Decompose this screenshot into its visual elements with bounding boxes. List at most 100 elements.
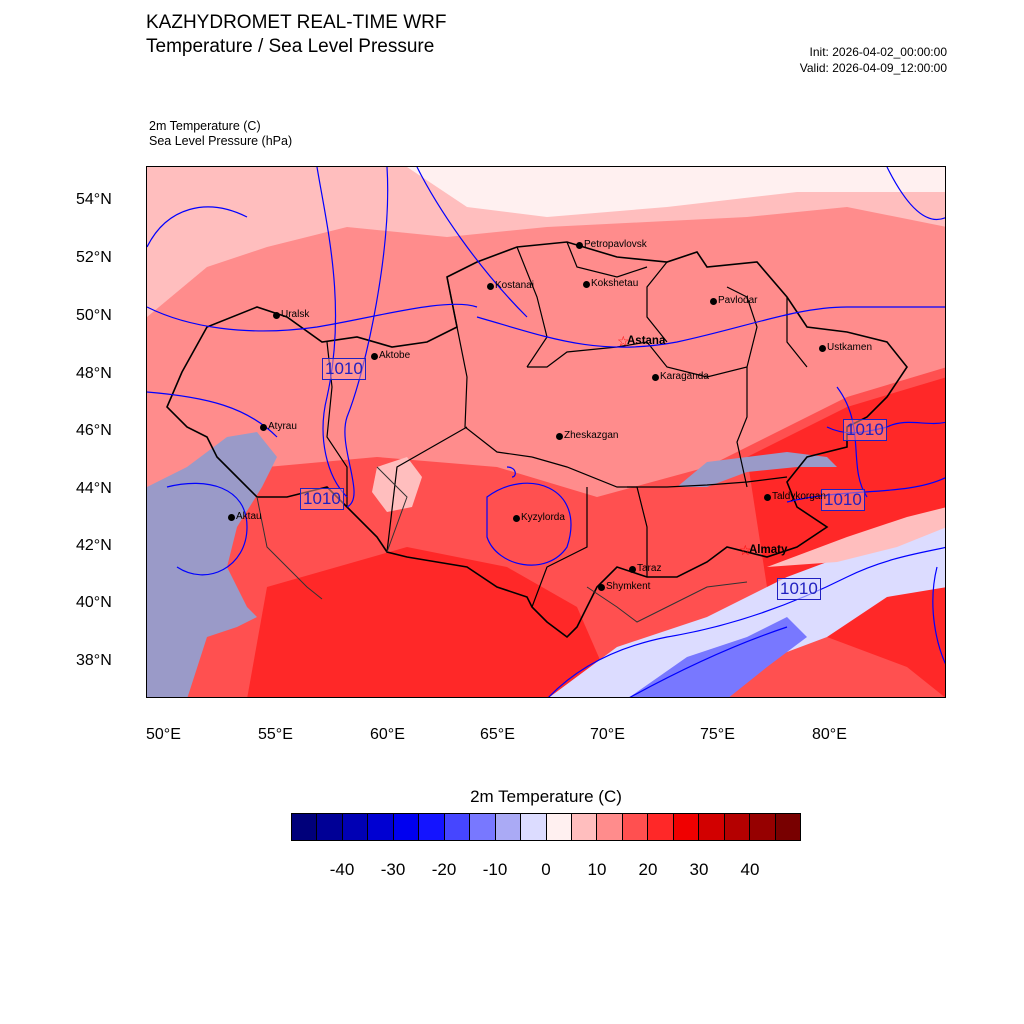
lat-tick-label: 48°N — [76, 365, 112, 382]
temp-coldest-north — [407, 167, 945, 217]
city-dot-marker — [369, 350, 379, 362]
temp-mountain-colder — [629, 617, 807, 697]
colorbar-tick-label: -10 — [482, 860, 508, 879]
colorbar-tick-label: 20 — [638, 860, 658, 879]
lat-tick-label: 40°N — [76, 594, 112, 611]
caspian-sea — [147, 432, 277, 697]
lat-tick-label: 52°N — [76, 249, 112, 266]
lat-tick-label: 44°N — [76, 480, 112, 497]
temp-tianshan — [767, 507, 945, 567]
isobar-label: 1010 — [300, 488, 344, 510]
city-label: Taraz — [637, 563, 662, 574]
lon-tick-label: 75°E — [700, 726, 735, 743]
init-time: Init: 2026-04-02_00:00:00 — [809, 45, 947, 59]
city-label: Petropavlovsk — [584, 239, 647, 250]
city-dot-marker — [581, 278, 591, 290]
colorbar-swatch — [571, 814, 598, 840]
valid-time: Valid: 2026-04-09_12:00:00 — [799, 61, 947, 75]
colorbar-swatch — [699, 814, 725, 840]
colorbar-swatch — [317, 814, 343, 840]
map-panel[interactable] — [146, 166, 946, 698]
city-label: Uralsk — [281, 309, 310, 320]
map-title: KAZHYDROMET REAL-TIME WRF — [146, 12, 447, 33]
neighbor-borders — [256, 466, 748, 623]
city-dot-marker — [627, 563, 637, 575]
colorbar-tick-label: -40 — [329, 860, 355, 879]
colorbar-tick-label: -20 — [431, 860, 457, 879]
map-subtitle: Temperature / Sea Level Pressure — [146, 36, 435, 57]
lon-tick-label: 80°E — [812, 726, 847, 743]
city-dot-marker — [554, 430, 564, 442]
colorbar-tick-label: 0 — [541, 860, 551, 879]
colorbar-swatch — [393, 814, 420, 840]
city-star-marker: ☆ — [739, 542, 752, 558]
city-dot-marker — [258, 421, 268, 433]
colorbar-tick-label: 10 — [587, 860, 607, 879]
city-label: Atyrau — [268, 421, 297, 432]
city-dot-marker — [271, 309, 281, 321]
city-label: Ustkamen — [827, 342, 873, 353]
city-label: Kokshetau — [591, 278, 639, 289]
lat-tick-label: 42°N — [76, 537, 112, 554]
isobar-label: 1010 — [843, 419, 887, 441]
colorbar-swatch — [724, 814, 751, 840]
regional-boundaries — [326, 241, 808, 608]
colorbar-swatch — [470, 814, 496, 840]
city-label: Pavlodar — [718, 295, 758, 306]
city-star-marker: ☆ — [617, 333, 630, 349]
city-dot-marker — [511, 512, 521, 524]
colorbar-tick-label: 30 — [689, 860, 709, 879]
colorbar-swatch — [292, 814, 318, 840]
lake-balkhash — [677, 452, 837, 487]
city-dot-marker — [574, 239, 584, 251]
city-dot-marker — [650, 371, 660, 383]
colorbar-tick-label: 40 — [740, 860, 760, 879]
lon-tick-label: 65°E — [480, 726, 515, 743]
colorbar-swatch — [546, 814, 572, 840]
temp-hot-desert — [247, 547, 617, 697]
city-dot-marker — [226, 511, 236, 523]
colorbar-swatch — [419, 814, 445, 840]
map-canvas — [147, 167, 945, 697]
temp-mountain-cold — [549, 517, 945, 697]
colorbar-swatch — [342, 814, 369, 840]
colorbar-swatch — [775, 814, 801, 840]
colorbar-swatch — [673, 814, 700, 840]
colorbar-swatch — [444, 814, 471, 840]
city-dot-marker — [817, 342, 827, 354]
city-label: Aktobe — [379, 350, 411, 361]
lat-tick-label: 54°N — [76, 191, 112, 208]
colorbar-swatch — [648, 814, 674, 840]
city-label: Shymkent — [606, 581, 651, 592]
city-dot-marker — [596, 581, 606, 593]
aral-sea — [372, 457, 422, 512]
lat-tick-label: 50°N — [76, 307, 112, 324]
colorbar-swatch — [495, 814, 522, 840]
city-label: Kostanai — [495, 280, 534, 291]
city-dot-marker — [708, 295, 718, 307]
lon-tick-label: 55°E — [258, 726, 293, 743]
temperature-colorbar — [291, 813, 801, 841]
colorbar-swatch — [750, 814, 776, 840]
colorbar-title: 2m Temperature (C) — [470, 787, 622, 806]
run-times: Init: 2026-04-02_00:00:00 Valid: 2026-04… — [800, 44, 947, 76]
isobar-label: 1010 — [821, 489, 865, 511]
isobar-label: 1010 — [777, 578, 821, 600]
city-label: Kyzylorda — [521, 512, 565, 523]
temp-cool-north — [147, 167, 945, 317]
city-dot-marker — [485, 280, 495, 292]
city-label: Aktau — [236, 511, 262, 522]
colorbar-swatch — [521, 814, 547, 840]
temperature-field-label: 2m Temperature (C) — [149, 119, 261, 133]
lat-tick-label: 38°N — [76, 652, 112, 669]
colorbar-swatch — [597, 814, 623, 840]
lon-tick-label: 50°E — [146, 726, 181, 743]
kazakhstan-border — [166, 241, 908, 639]
colorbar-swatch — [368, 814, 394, 840]
lon-tick-label: 60°E — [370, 726, 405, 743]
city-label: Astana — [627, 335, 666, 347]
city-label: Taldykorgan — [772, 491, 826, 502]
lon-tick-label: 70°E — [590, 726, 625, 743]
city-label: Almaty — [749, 544, 788, 556]
city-dot-marker — [762, 491, 772, 503]
